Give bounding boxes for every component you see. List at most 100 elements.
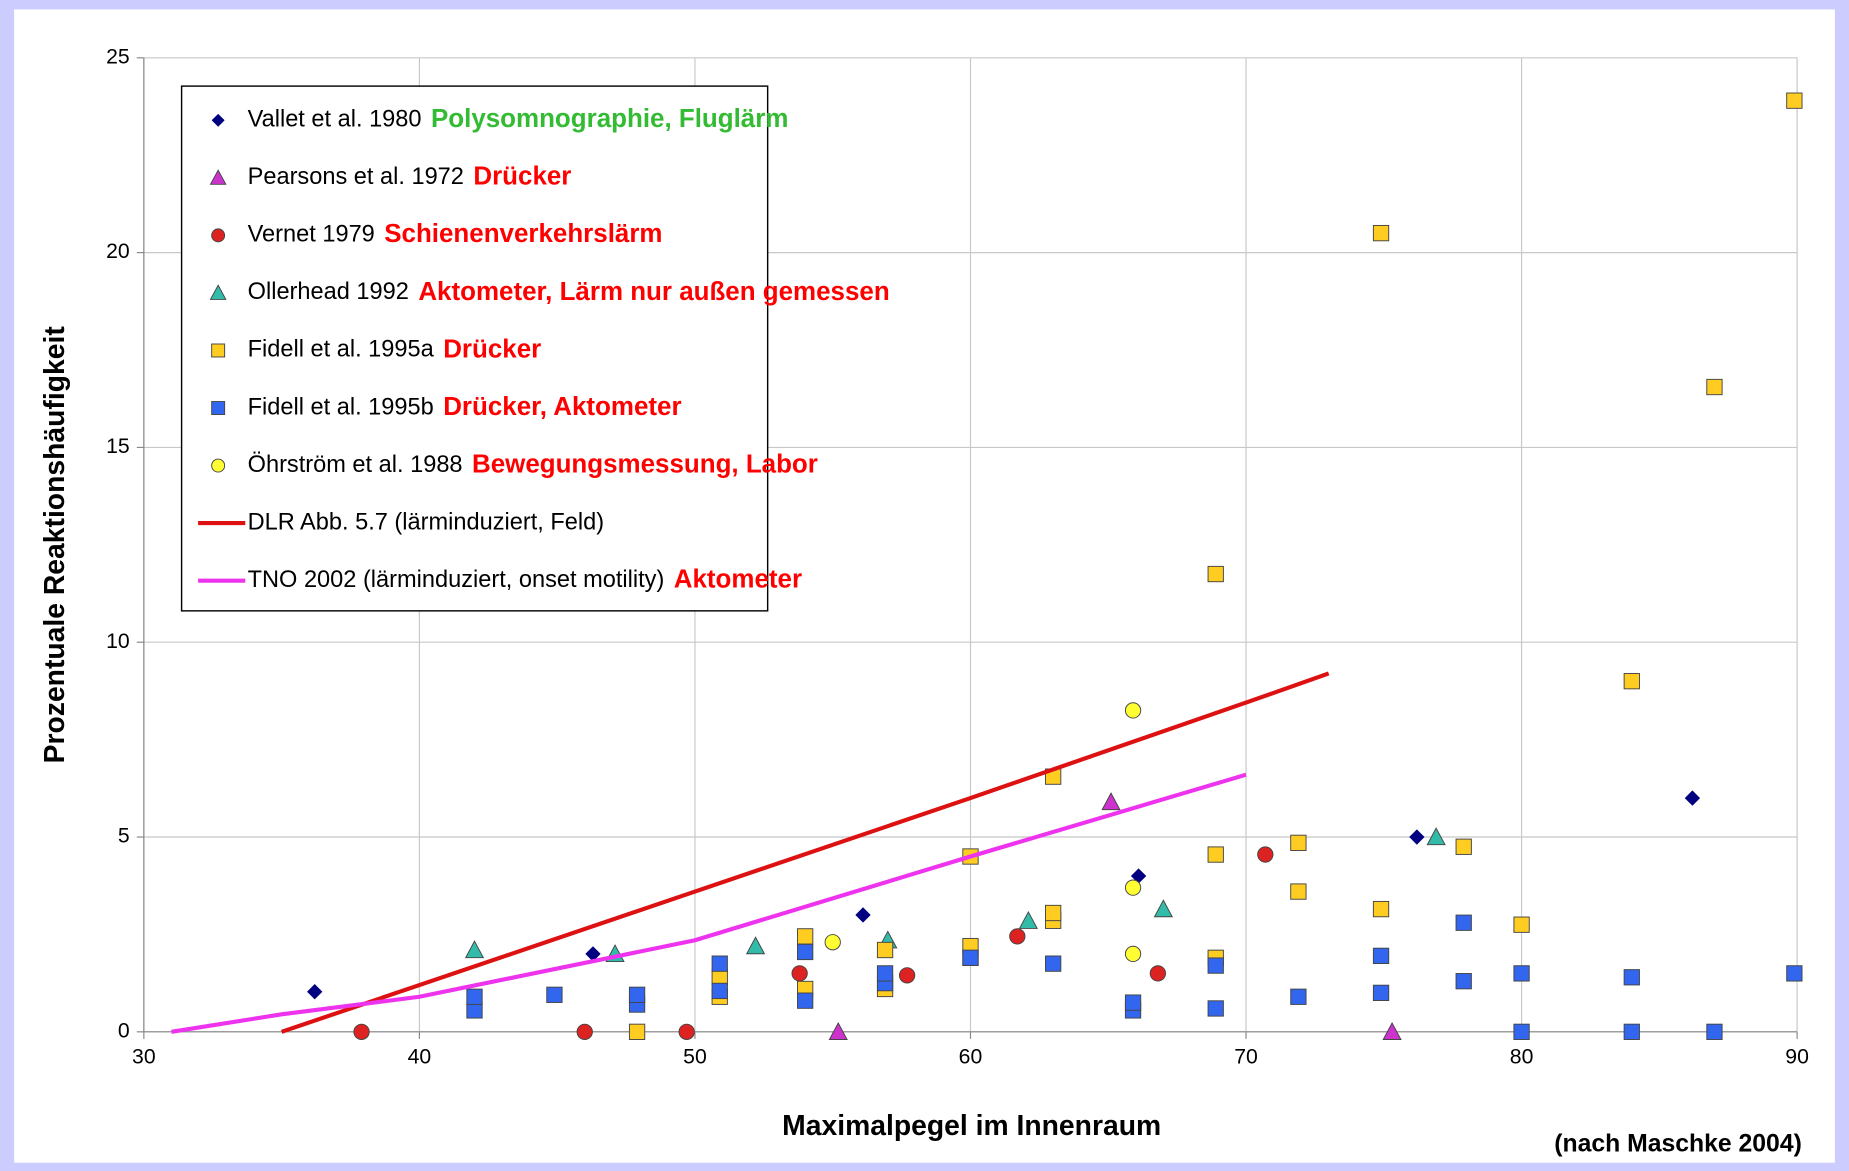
point [1124,879,1142,896]
point [1045,904,1062,922]
point [209,284,227,300]
point [711,955,728,972]
legend-label: Ollerhead 1992 [248,278,409,304]
legend-label: DLR Abb. 5.7 (lärminduziert, Feld) [248,508,604,534]
y-tick-label: 15 [106,435,130,458]
point [211,401,226,415]
x-tick-label: 60 [959,1045,983,1068]
point [1382,1021,1402,1040]
point [824,934,841,951]
legend-note: Polysomnographie, Fluglärm [431,105,788,133]
point [678,1023,695,1040]
legend-note: Schienenverkehrslärm [384,220,662,248]
point [1149,965,1166,982]
point [1513,1023,1530,1040]
point [711,982,728,1000]
y-tick-label: 25 [106,45,130,68]
point [1455,838,1472,855]
legend-label: Fidell et al. 1995b [248,393,434,419]
point [1786,965,1803,982]
point [1101,792,1121,811]
point [628,986,646,1003]
legend-label: Pearsons et al. 1972 [248,163,464,189]
point [1786,92,1803,109]
point [1513,965,1530,982]
point [1290,988,1307,1005]
point [211,343,226,358]
point [1372,224,1390,242]
point [828,1021,848,1040]
point [466,1002,483,1019]
legend-label: Vernet 1979 [248,221,375,247]
x-tick-label: 40 [408,1045,432,1068]
y-tick-label: 10 [106,630,130,653]
x-tick-label: 90 [1785,1045,1809,1068]
point [1623,673,1640,690]
point [1207,846,1224,863]
point [1153,899,1174,918]
x-tick-label: 70 [1234,1045,1258,1068]
x-tick-label: 50 [683,1045,707,1068]
point [1124,702,1142,719]
point [1045,955,1062,972]
legend-label: Öhrström et al. 1988 [248,451,463,477]
point [211,228,226,243]
legend-note: Aktometer, Lärm nur außen gemessen [418,278,889,306]
point [1623,969,1640,986]
point [711,969,728,986]
point [797,928,814,945]
point [585,946,601,962]
point [1513,916,1530,933]
point [1018,910,1038,929]
legend-note: Drücker, Aktometer [443,393,681,421]
point [209,169,227,185]
point [1207,1000,1224,1017]
point [1257,846,1274,863]
point [1372,900,1390,918]
point [1706,378,1723,396]
point [745,936,766,955]
point [576,1023,593,1040]
point [211,113,225,127]
trend-line [171,772,1247,1034]
legend-note: Aktometer [674,566,802,594]
legend-label: TNO 2002 (lärminduziert, onset motility) [248,566,665,592]
point [1290,883,1307,900]
point [353,1023,370,1040]
point [1124,945,1142,963]
x-tick-label: 30 [132,1045,156,1068]
legend-label: Fidell et al. 1995a [248,336,435,362]
point [1372,947,1390,964]
point [1455,914,1472,931]
point [211,458,226,473]
source-note: (nach Maschke 2004) [1554,1131,1802,1158]
legend-box [180,85,769,612]
point [546,986,563,1003]
y-tick-label: 0 [118,1019,130,1042]
legend-note: Drücker [473,163,571,191]
legend-note: Drücker [443,335,541,363]
point [1207,957,1224,974]
y-axis-label: Prozentuale Reaktionshäufigkeit [38,326,70,764]
trend-line [280,671,1330,1034]
y-tick-label: 5 [118,825,130,848]
legend-note: Bewegungsmessung, Labor [472,450,818,478]
y-tick-label: 20 [106,240,130,263]
point [898,967,916,984]
point [962,949,979,966]
point [791,965,808,982]
x-tick-label: 80 [1510,1045,1534,1068]
point [1455,973,1472,990]
legend-label: Vallet et al. 1980 [248,106,422,132]
legend: Vallet et al. 1980 Polysomnographie, Flug… [180,85,890,612]
point [1623,1023,1640,1040]
point [1290,834,1307,852]
point [464,940,485,959]
x-axis-label: Maximalpegel im Innenraum [782,1109,1161,1141]
point [1009,928,1026,945]
point [1706,1023,1723,1040]
point [1124,994,1142,1011]
point [876,941,894,959]
point [1372,984,1390,1002]
